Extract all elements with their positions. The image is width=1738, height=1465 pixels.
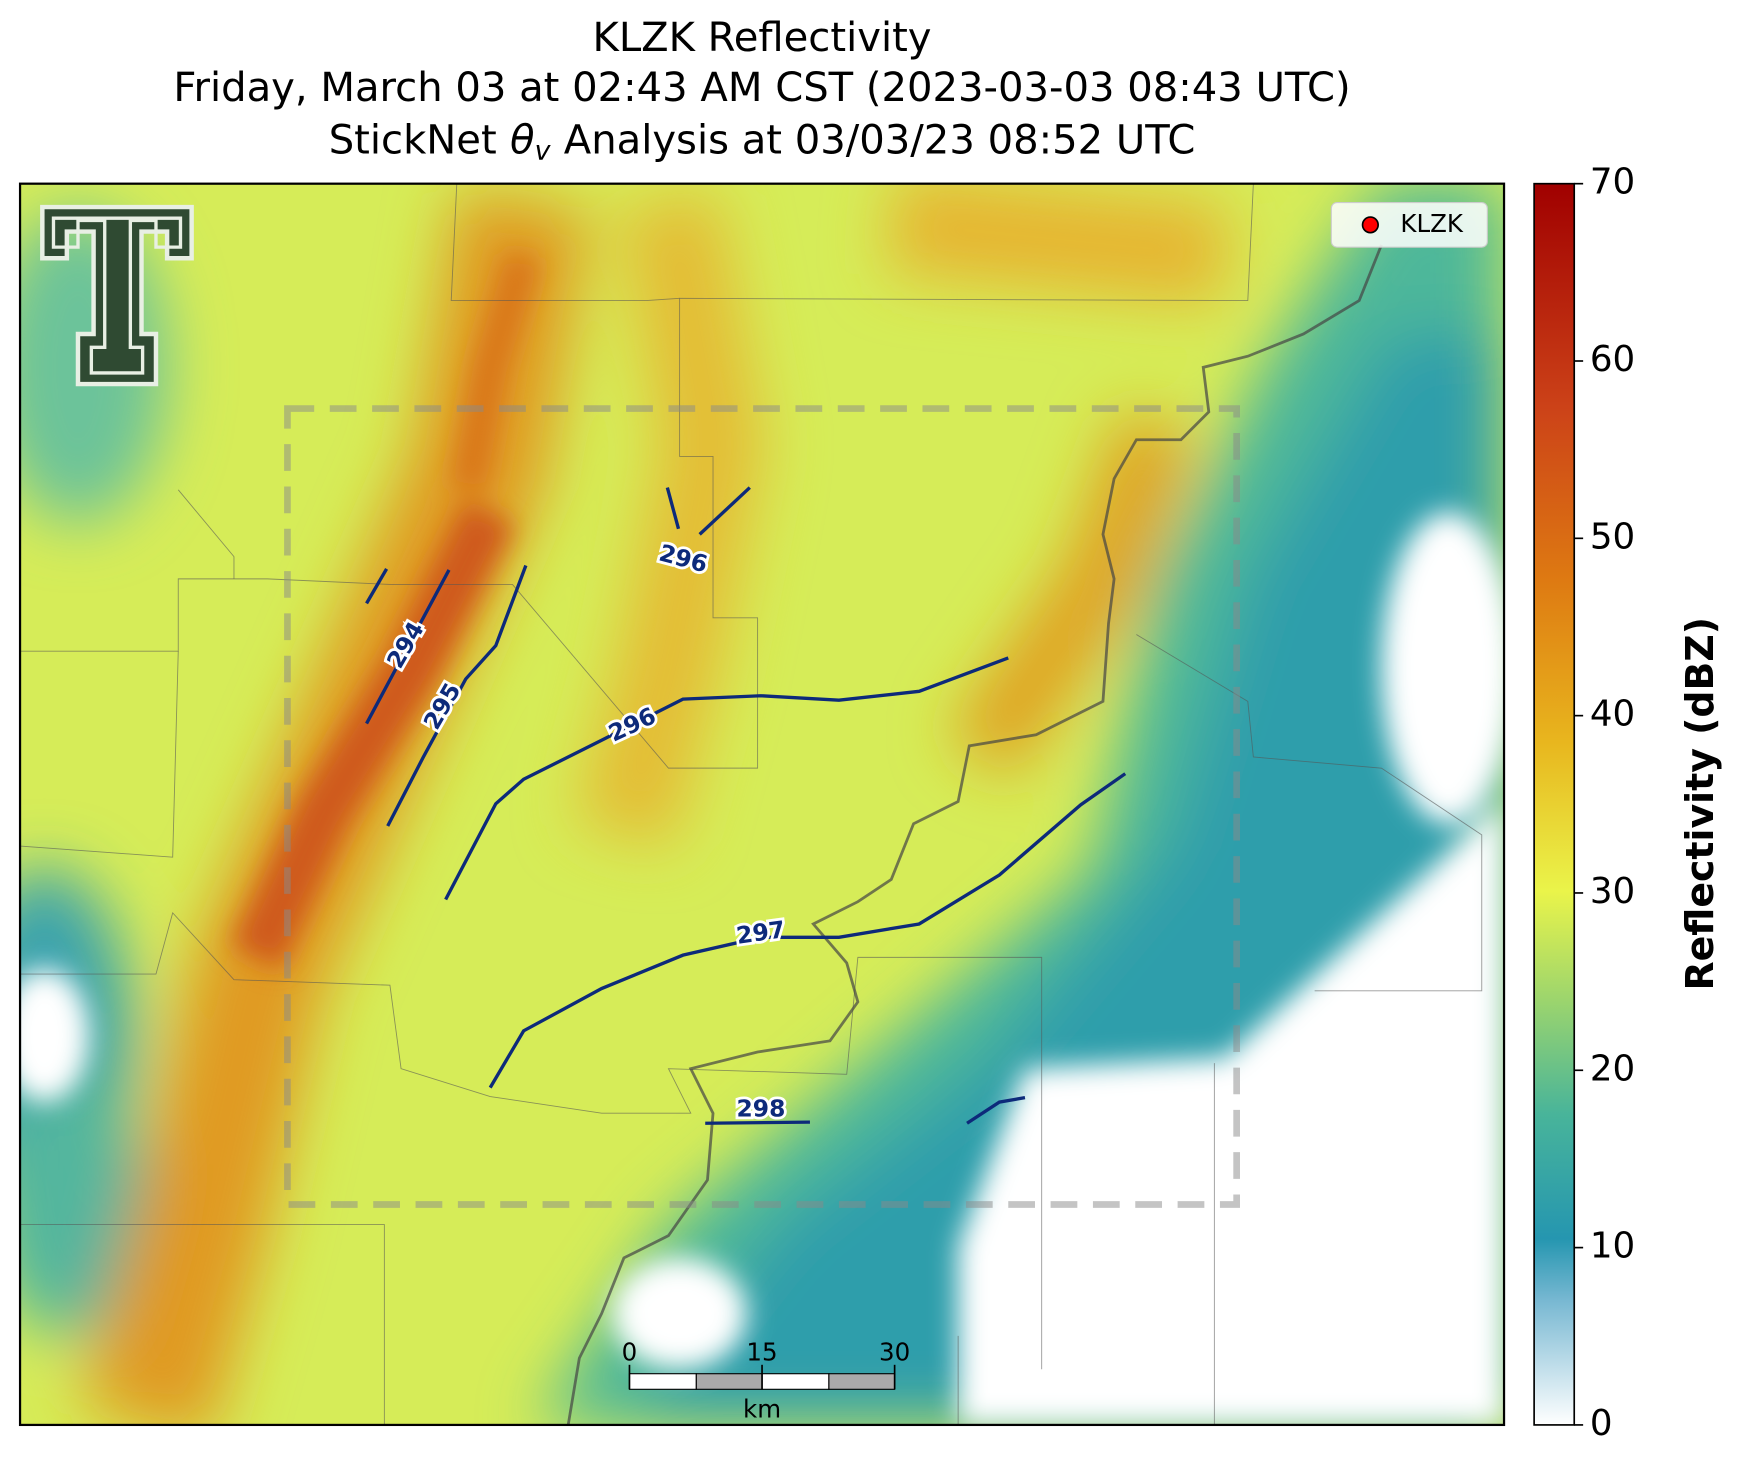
title-line: StickNet θv Analysis at 03/03/23 08:52 UTC xyxy=(329,118,1196,166)
contour-line xyxy=(705,1120,810,1125)
colorbar-label: Reflectivity (dBZ) xyxy=(1678,617,1722,991)
logo xyxy=(40,204,194,387)
colorbar-tick-label: 30 xyxy=(1590,871,1635,912)
colorbar-tick-label: 0 xyxy=(1590,1403,1613,1444)
contour-line xyxy=(444,656,1009,901)
title-text: StickNet xyxy=(329,118,497,164)
scale-bar: km 0 15 30 xyxy=(622,1338,911,1424)
county-lines xyxy=(20,183,1483,1425)
contour-line xyxy=(365,568,389,605)
radar-field xyxy=(20,183,1505,1425)
river xyxy=(566,244,1383,1425)
title-subscript: v xyxy=(535,135,552,166)
colorbar-tick-label: 10 xyxy=(1590,1226,1635,1267)
contour-label: 298 xyxy=(737,1094,786,1122)
colorbar: Reflectivity (dBZ) 0 10 20 30 40 50 60 70 xyxy=(1533,162,1722,1444)
contour-line xyxy=(698,486,751,536)
colorbar-tick-label: 50 xyxy=(1590,516,1635,557)
colorbar-tick-label: 40 xyxy=(1590,694,1635,735)
legend-box xyxy=(1330,202,1488,248)
colorbar-tick-label: 60 xyxy=(1590,339,1635,380)
legend-marker xyxy=(1361,216,1379,234)
scale-tick-label: 15 xyxy=(746,1338,777,1367)
colorbar-tick-label: 20 xyxy=(1590,1048,1635,1089)
contour-line xyxy=(966,1095,1026,1125)
title-line: KLZK Reflectivity xyxy=(593,15,932,61)
title-line: Friday, March 03 at 02:43 AM CST (2023-0… xyxy=(173,65,1350,111)
contours: 294 295 296 296 297 298 xyxy=(365,486,1127,1125)
analysis-domain xyxy=(284,405,1240,1208)
title-symbol: θ xyxy=(510,118,535,164)
colorbar-ramp xyxy=(1533,182,1576,1426)
legend: KLZK xyxy=(1330,202,1488,248)
contour-line xyxy=(386,564,528,827)
scale-unit: km xyxy=(743,1394,781,1423)
scale-tick-label: 30 xyxy=(879,1338,910,1367)
map-frame xyxy=(18,182,1506,1427)
legend-label: KLZK xyxy=(1400,209,1464,238)
contour-line xyxy=(665,487,681,530)
title-text: Analysis at 03/03/23 08:52 UTC xyxy=(564,118,1196,164)
contour-line xyxy=(365,569,451,725)
colorbar-tick-label: 70 xyxy=(1590,162,1635,203)
scale-tick-label: 0 xyxy=(622,1338,638,1367)
contour-line xyxy=(488,772,1127,1089)
